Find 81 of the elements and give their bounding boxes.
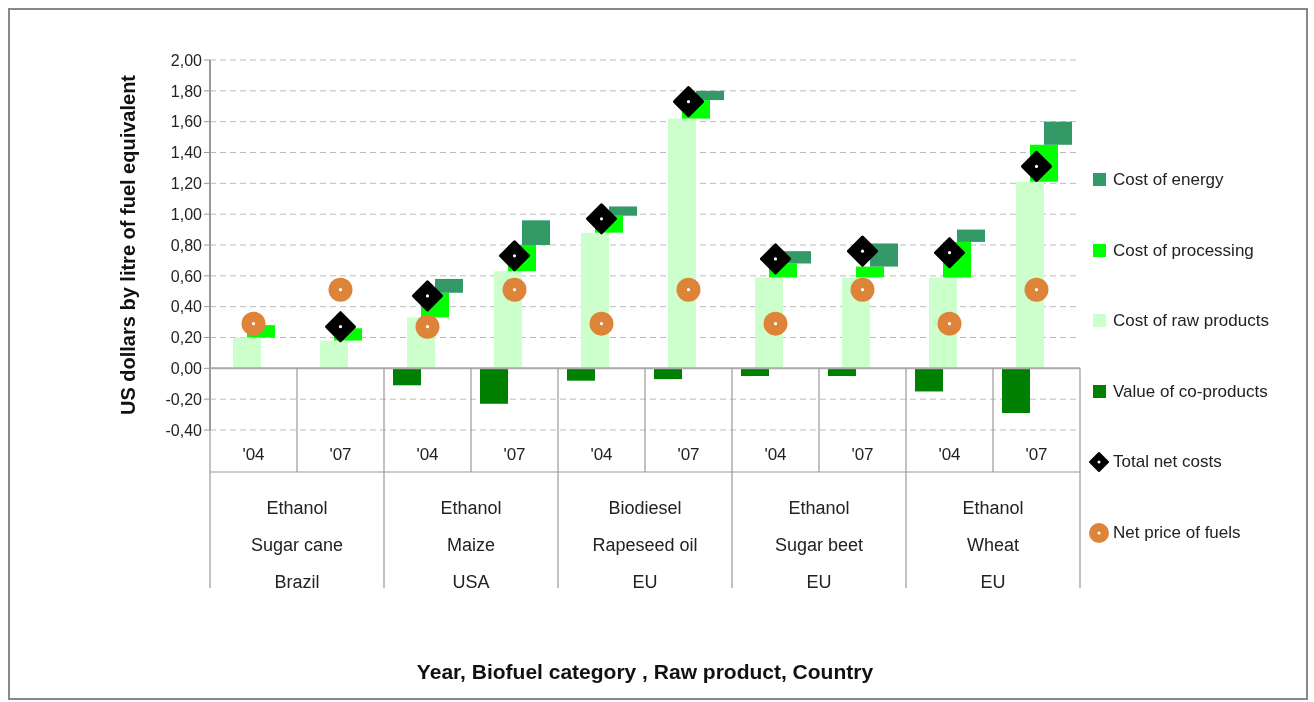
point bbox=[847, 235, 878, 267]
text: Maize bbox=[446, 535, 496, 555]
legend-label: Total net costs bbox=[1113, 452, 1222, 473]
text: Ethanol bbox=[440, 498, 502, 518]
bar bbox=[957, 229, 985, 242]
x-tick-label: '04 bbox=[938, 445, 961, 464]
text: Ethanol bbox=[962, 498, 1024, 518]
y-axis-title: US dollars by litre of fuel equivalent bbox=[116, 74, 140, 416]
x-tick-label: '04 bbox=[416, 445, 439, 464]
point bbox=[673, 86, 704, 118]
bar bbox=[393, 368, 421, 386]
bar bbox=[654, 368, 682, 380]
bar bbox=[668, 118, 696, 369]
y-tick-label: -0,20 bbox=[165, 390, 203, 408]
x-tick-label: '07 bbox=[1025, 445, 1048, 464]
point bbox=[676, 277, 701, 302]
text: Biodiesel bbox=[608, 498, 682, 518]
text: Sugar cane bbox=[250, 535, 344, 555]
text: Year, Biofuel category , Raw product, Country bbox=[415, 660, 875, 684]
bar bbox=[741, 368, 769, 377]
x-tick-label: '04 bbox=[764, 445, 787, 464]
x-tick-label: '07 bbox=[329, 445, 352, 464]
x-tick-label: '04 bbox=[242, 445, 265, 464]
text: EU bbox=[806, 572, 832, 592]
text: Sugar beet bbox=[774, 535, 864, 555]
y-tick-label: 0,00 bbox=[170, 360, 203, 378]
bar bbox=[1002, 368, 1030, 414]
legend-label: Value of co-products bbox=[1113, 381, 1268, 402]
bar bbox=[480, 368, 508, 404]
bar bbox=[1016, 181, 1044, 369]
bar bbox=[828, 368, 856, 377]
legend-label: Net price of fuels bbox=[1113, 522, 1241, 543]
point bbox=[760, 243, 791, 275]
y-tick-label: 1,00 bbox=[170, 205, 203, 223]
bar bbox=[522, 220, 550, 245]
y-tick-label: 0,60 bbox=[170, 267, 203, 285]
point bbox=[589, 311, 614, 336]
point bbox=[1021, 150, 1052, 182]
point bbox=[241, 311, 266, 336]
y-tick-label: 1,20 bbox=[170, 175, 203, 193]
point bbox=[412, 280, 443, 312]
y-tick-label: -0,40 bbox=[165, 421, 203, 439]
y-tick-label: 2,00 bbox=[170, 51, 203, 69]
legend-label: Cost of processing bbox=[1113, 240, 1254, 261]
x-tick-label: '07 bbox=[851, 445, 874, 464]
bar bbox=[320, 340, 348, 369]
text: Wheat bbox=[966, 535, 1020, 555]
y-tick-label: 0,80 bbox=[170, 236, 203, 254]
text: Ethanol bbox=[788, 498, 850, 518]
point bbox=[499, 240, 530, 272]
point bbox=[850, 277, 875, 302]
text: Ethanol bbox=[266, 498, 328, 518]
x-tick-label: '07 bbox=[677, 445, 700, 464]
point bbox=[502, 277, 527, 302]
bar bbox=[1044, 121, 1072, 145]
text: Rapeseed oil bbox=[592, 535, 698, 555]
y-tick-label: 0,40 bbox=[170, 298, 203, 316]
point bbox=[328, 277, 353, 302]
legend-label: Cost of raw products bbox=[1113, 311, 1269, 332]
point bbox=[1024, 277, 1049, 302]
text: USA bbox=[452, 572, 490, 592]
point bbox=[934, 237, 965, 269]
x-tick-label: '04 bbox=[590, 445, 613, 464]
y-tick-label: 1,80 bbox=[170, 82, 203, 100]
y-tick-label: 1,40 bbox=[170, 144, 203, 162]
point bbox=[325, 311, 356, 343]
bar bbox=[233, 337, 261, 369]
text: EU bbox=[980, 572, 1006, 592]
point bbox=[415, 314, 440, 339]
legend-label: Cost of energy bbox=[1113, 170, 1224, 191]
bar bbox=[567, 368, 595, 381]
text: EU bbox=[632, 572, 658, 592]
y-tick-label: 0,20 bbox=[170, 329, 203, 347]
y-tick-label: 1,60 bbox=[170, 113, 203, 131]
text: Brazil bbox=[274, 572, 320, 592]
x-tick-label: '07 bbox=[503, 445, 526, 464]
point bbox=[586, 203, 617, 235]
bar bbox=[435, 278, 463, 293]
bar bbox=[609, 206, 637, 216]
bar bbox=[915, 368, 943, 392]
bar bbox=[856, 266, 884, 278]
